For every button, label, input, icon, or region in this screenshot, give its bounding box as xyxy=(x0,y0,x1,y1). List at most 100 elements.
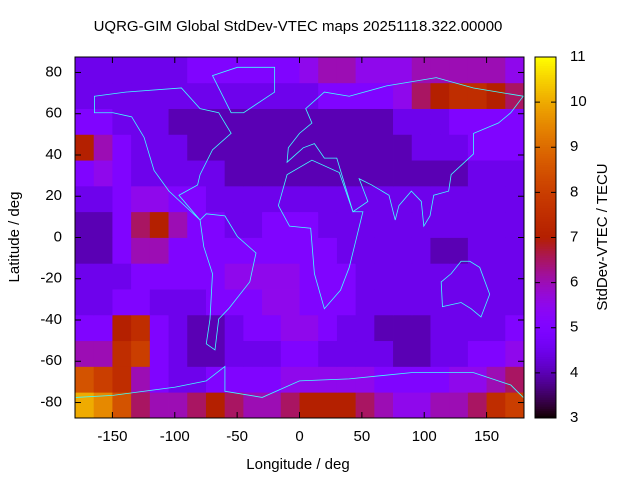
heatmap-cell xyxy=(243,263,263,290)
heatmap-cell xyxy=(112,57,132,84)
heatmap-cell xyxy=(224,134,244,161)
heatmap-cell xyxy=(93,237,113,264)
heatmap-cell xyxy=(355,160,375,187)
heatmap-cell xyxy=(411,108,431,135)
colorbar-tick-label: 6 xyxy=(570,274,578,291)
heatmap-cell xyxy=(280,160,300,187)
heatmap-cell xyxy=(149,185,169,213)
heatmap-cell xyxy=(411,314,431,342)
heatmap-cell xyxy=(505,211,525,238)
heatmap-cell xyxy=(112,392,132,419)
heatmap-cell xyxy=(280,366,300,393)
colorbar-swatch xyxy=(535,217,556,220)
colorbar-swatch xyxy=(535,266,556,270)
heatmap-cell xyxy=(318,185,338,213)
heatmap-cell xyxy=(393,185,413,213)
heatmap-cell xyxy=(93,340,113,367)
colorbar-swatch xyxy=(535,368,556,372)
heatmap-cell xyxy=(131,237,151,264)
heatmap-cell xyxy=(505,366,525,393)
heatmap-cell xyxy=(224,340,244,367)
heatmap-cell xyxy=(75,185,95,213)
heatmap-cell xyxy=(168,185,188,213)
heatmap-cell xyxy=(224,314,244,342)
colorbar-swatch xyxy=(535,399,556,403)
colorbar-swatch xyxy=(535,284,556,288)
heatmap-cell xyxy=(336,237,357,264)
heatmap-cell xyxy=(355,289,375,316)
colorbar-swatch xyxy=(535,275,556,279)
heatmap-cell xyxy=(467,185,487,213)
colorbar-swatch xyxy=(535,70,556,74)
colorbar-swatch xyxy=(535,352,556,356)
colorbar-swatch xyxy=(535,366,556,369)
heatmap-cell xyxy=(75,57,95,84)
heatmap-cell xyxy=(168,314,188,342)
heatmap-cell xyxy=(299,340,319,367)
heatmap-cell xyxy=(411,392,431,419)
heatmap-cell xyxy=(411,263,431,290)
heatmap-cell xyxy=(280,340,300,367)
heatmap-cell xyxy=(224,108,244,135)
colorbar-swatch xyxy=(535,307,556,311)
heatmap-cell xyxy=(393,134,413,161)
colorbar-swatch xyxy=(535,343,556,347)
heatmap-cell xyxy=(449,134,469,161)
colorbar-tick-label: 9 xyxy=(570,138,578,155)
heatmap-cell xyxy=(205,289,226,316)
heatmap-cell xyxy=(486,366,506,393)
heatmap-cell xyxy=(393,289,413,316)
colorbar-swatch xyxy=(535,88,556,92)
heatmap-cell xyxy=(75,237,95,264)
heatmap-cell xyxy=(93,289,113,316)
heatmap-cell xyxy=(393,392,413,419)
colorbar-swatch xyxy=(535,84,556,87)
colorbar-swatch xyxy=(535,232,556,236)
heatmap xyxy=(75,57,525,419)
heatmap-cell xyxy=(168,237,188,264)
heatmap-cell xyxy=(430,211,450,238)
heatmap-cell xyxy=(149,289,169,316)
heatmap-cell xyxy=(299,57,319,84)
heatmap-cell xyxy=(374,392,394,419)
heatmap-cell xyxy=(149,392,169,419)
heatmap-cell xyxy=(243,392,263,419)
colorbar-swatch xyxy=(535,239,556,243)
heatmap-cell xyxy=(449,340,469,367)
heatmap-cell xyxy=(486,82,506,109)
coastline xyxy=(76,366,523,397)
heatmap-cell xyxy=(318,237,338,264)
heatmap-cell xyxy=(205,185,226,213)
colorbar-swatch xyxy=(535,120,556,123)
heatmap-cell xyxy=(187,185,207,213)
colorbar-swatch xyxy=(535,282,556,286)
heatmap-cell xyxy=(411,82,431,109)
heatmap-cell xyxy=(411,211,431,238)
heatmap-cell xyxy=(467,108,487,135)
colorbar-swatch xyxy=(535,278,556,281)
coastline xyxy=(441,261,489,317)
heatmap-cell xyxy=(205,263,226,290)
colorbar-swatch xyxy=(535,406,556,410)
heatmap-cell xyxy=(280,108,300,135)
colorbar-swatch xyxy=(535,379,556,383)
heatmap-cell xyxy=(112,340,132,367)
colorbar-tick-label: 10 xyxy=(570,93,587,110)
colorbar-swatch xyxy=(535,257,556,261)
colorbar-swatch xyxy=(535,235,556,238)
heatmap-cell xyxy=(131,289,151,316)
heatmap-cell xyxy=(486,392,506,419)
x-tick-label: 50 xyxy=(354,428,371,445)
heatmap-cell xyxy=(355,263,375,290)
heatmap-cell xyxy=(112,366,132,393)
colorbar-swatch xyxy=(535,251,556,254)
heatmap-cell xyxy=(505,160,525,187)
heatmap-cell xyxy=(393,108,413,135)
colorbar-swatch xyxy=(535,176,556,180)
heatmap-cell xyxy=(355,134,375,161)
heatmap-cell xyxy=(449,366,469,393)
colorbar-swatch xyxy=(535,242,556,245)
heatmap-cell xyxy=(280,82,300,109)
heatmap-cell xyxy=(93,57,113,84)
